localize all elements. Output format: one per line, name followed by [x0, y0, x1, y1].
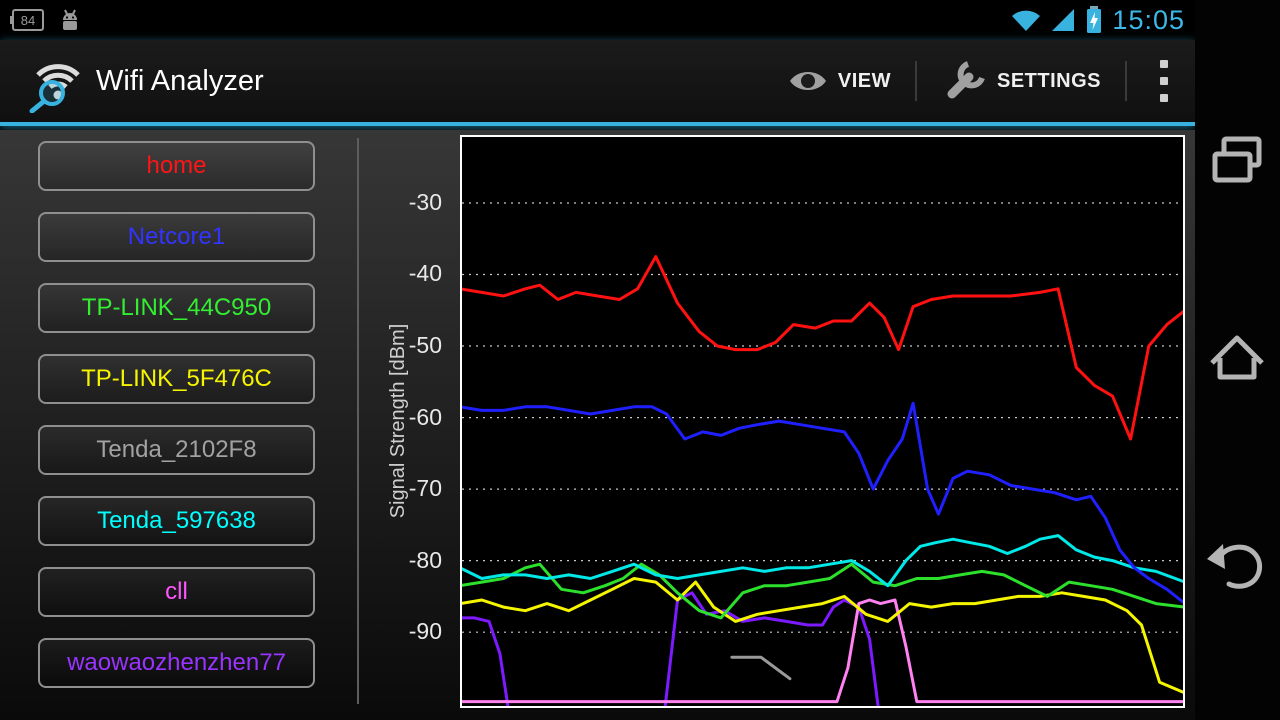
ssid-button-TP-LINK_44C950[interactable]: TP-LINK_44C950: [38, 283, 315, 333]
ssid-button-Tenda_2102F8[interactable]: Tenda_2102F8: [38, 425, 315, 475]
time-graph: [460, 135, 1185, 708]
ssid-button-cll[interactable]: cll: [38, 567, 315, 617]
y-tick-label: -50: [408, 332, 442, 359]
status-bar: 84 15:05: [0, 0, 1195, 40]
recents-button[interactable]: [1205, 128, 1269, 192]
view-button[interactable]: VIEW: [774, 40, 905, 122]
ssid-button-home[interactable]: home: [38, 141, 315, 191]
wrench-icon: [947, 61, 985, 99]
overflow-menu-button[interactable]: [1137, 40, 1191, 122]
home-icon: [1210, 335, 1264, 380]
y-tick-label: -70: [408, 475, 442, 502]
y-tick-label: -90: [408, 618, 442, 645]
home-button[interactable]: [1205, 323, 1269, 387]
settings-label: SETTINGS: [996, 69, 1101, 92]
ssid-list: home Netcore1 TP-LINK_44C950 TP-LINK_5F476C…: [38, 141, 315, 709]
action-bar-actions: VIEW SETTINGS: [774, 40, 1191, 122]
y-axis-ticks: -30 -40 -50 -60 -70 -80 -90: [388, 135, 450, 708]
list-chart-divider: [357, 138, 359, 704]
y-tick-label: -60: [408, 403, 442, 430]
battery-percent-text: 84: [21, 13, 35, 28]
eye-icon: [789, 72, 826, 90]
wifi-status-icon: [1012, 10, 1041, 31]
view-label: VIEW: [837, 69, 891, 92]
ssid-button-TP-LINK_5F476C[interactable]: TP-LINK_5F476C: [38, 354, 315, 404]
android-debug-icon: [63, 9, 77, 30]
settings-button[interactable]: SETTINGS: [927, 40, 1115, 122]
nav-bar: [1195, 0, 1280, 720]
signal-strength-icon: [1052, 9, 1075, 31]
y-tick-label: -30: [408, 188, 442, 215]
wifi-analyzer-logo-icon: [29, 64, 80, 113]
y-tick-label: -80: [408, 546, 442, 573]
back-icon: [1207, 544, 1263, 589]
status-bar-right: 15:05: [1010, 5, 1185, 36]
battery-84-icon: 84: [10, 9, 44, 31]
back-button[interactable]: [1205, 533, 1269, 597]
status-bar-left: 84: [10, 6, 84, 34]
action-bar-separator: [1125, 61, 1127, 101]
overflow-dots-icon: [1160, 60, 1168, 102]
ssid-button-waowaozhenzhen77[interactable]: waowaozhenzhen77: [38, 638, 315, 688]
ssid-button-Netcore1[interactable]: Netcore1: [38, 212, 315, 262]
action-bar: Wifi Analyzer VIEW SETTINGS: [0, 40, 1195, 126]
clock: 15:05: [1112, 4, 1185, 35]
ssid-button-Tenda_597638[interactable]: Tenda_597638: [38, 496, 315, 546]
recents-icon: [1212, 136, 1262, 183]
y-tick-label: -40: [408, 260, 442, 287]
page-title: Wifi Analyzer: [96, 64, 264, 97]
battery-charging-icon: [1087, 6, 1102, 33]
action-bar-separator: [914, 61, 917, 101]
